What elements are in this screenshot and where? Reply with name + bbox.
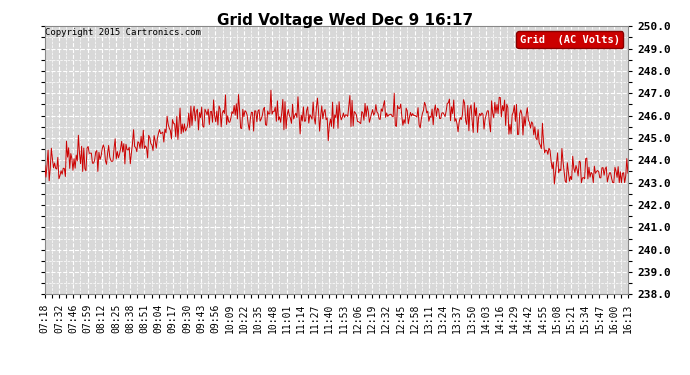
Legend: Grid  (AC Volts): Grid (AC Volts) (516, 32, 622, 48)
Text: Copyright 2015 Cartronics.com: Copyright 2015 Cartronics.com (46, 28, 201, 37)
Text: Grid Voltage Wed Dec 9 16:17: Grid Voltage Wed Dec 9 16:17 (217, 13, 473, 28)
